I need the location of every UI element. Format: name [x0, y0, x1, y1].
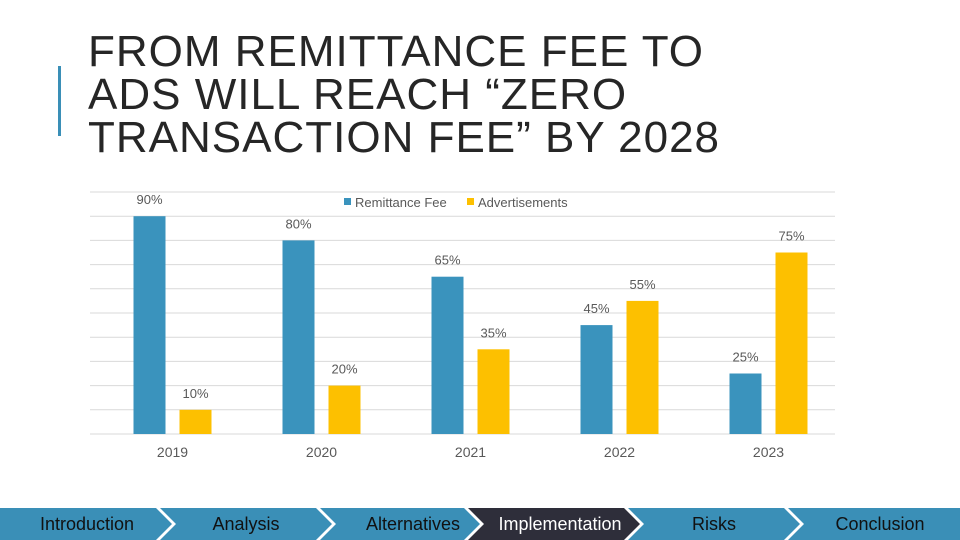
nav-item-alternatives[interactable]: Alternatives [320, 508, 480, 540]
data-label: 75% [778, 229, 804, 244]
nav-item-label: Risks [692, 514, 736, 534]
legend-swatch [344, 198, 351, 205]
data-label: 90% [136, 192, 162, 207]
bar-remittance-fee [282, 240, 315, 434]
x-tick-label: 2023 [753, 444, 784, 460]
slide-title-line: FROM REMITTANCE FEE TO [88, 27, 705, 76]
bar-advertisements [477, 349, 510, 434]
nav-item-label: Implementation [498, 514, 622, 534]
bar-remittance-fee [431, 276, 464, 434]
data-label: 10% [182, 386, 208, 401]
bar-advertisements [626, 300, 659, 434]
nav-item-label: Conclusion [835, 514, 925, 534]
nav-item-implementation[interactable]: Implementation [468, 508, 640, 540]
bar-advertisements [179, 409, 212, 434]
section-nav: Introduction Analysis Alternatives Imple… [0, 508, 960, 540]
nav-item-analysis[interactable]: Analysis [160, 508, 332, 540]
title-accent-bar [58, 66, 61, 136]
slide-title-line: TRANSACTION FEE” BY 2028 [88, 113, 721, 162]
slide-title: FROM REMITTANCE FEE TO ADS WILL REACH “Z… [88, 27, 908, 162]
data-label: 20% [331, 362, 357, 377]
slide-title-line: ADS WILL REACH “ZERO [88, 70, 628, 119]
bar-advertisements [775, 252, 808, 434]
nav-item-label: Alternatives [365, 514, 461, 534]
x-tick-label: 2022 [604, 444, 635, 460]
x-tick-label: 2021 [455, 444, 486, 460]
bar-remittance-fee [580, 325, 613, 434]
data-label: 65% [434, 253, 460, 268]
data-label: 45% [583, 301, 609, 316]
nav-item-label: Introduction [39, 514, 135, 534]
nav-item-label: Analysis [212, 514, 280, 534]
data-label: 55% [629, 277, 655, 292]
bar-remittance-fee [729, 373, 762, 434]
data-label: 80% [285, 216, 311, 231]
x-tick-label: 2019 [157, 444, 188, 460]
data-label: 25% [732, 350, 758, 365]
nav-item-conclusion[interactable]: Conclusion [788, 508, 960, 540]
legend-label: Remittance Fee [355, 195, 447, 210]
data-label: 35% [480, 325, 506, 340]
bar-remittance-fee [133, 216, 166, 434]
bar-advertisements [328, 385, 361, 434]
legend-label: Advertisements [478, 195, 568, 210]
nav-item-introduction[interactable]: Introduction [0, 508, 172, 540]
bar-chart: 90% 10% 2019 80% 20% 2020 65% 35% 2021 45% 55% 2022… [90, 191, 835, 460]
x-tick-label: 2020 [306, 444, 337, 460]
legend-swatch [467, 198, 474, 205]
nav-item-risks[interactable]: Risks [628, 508, 800, 540]
